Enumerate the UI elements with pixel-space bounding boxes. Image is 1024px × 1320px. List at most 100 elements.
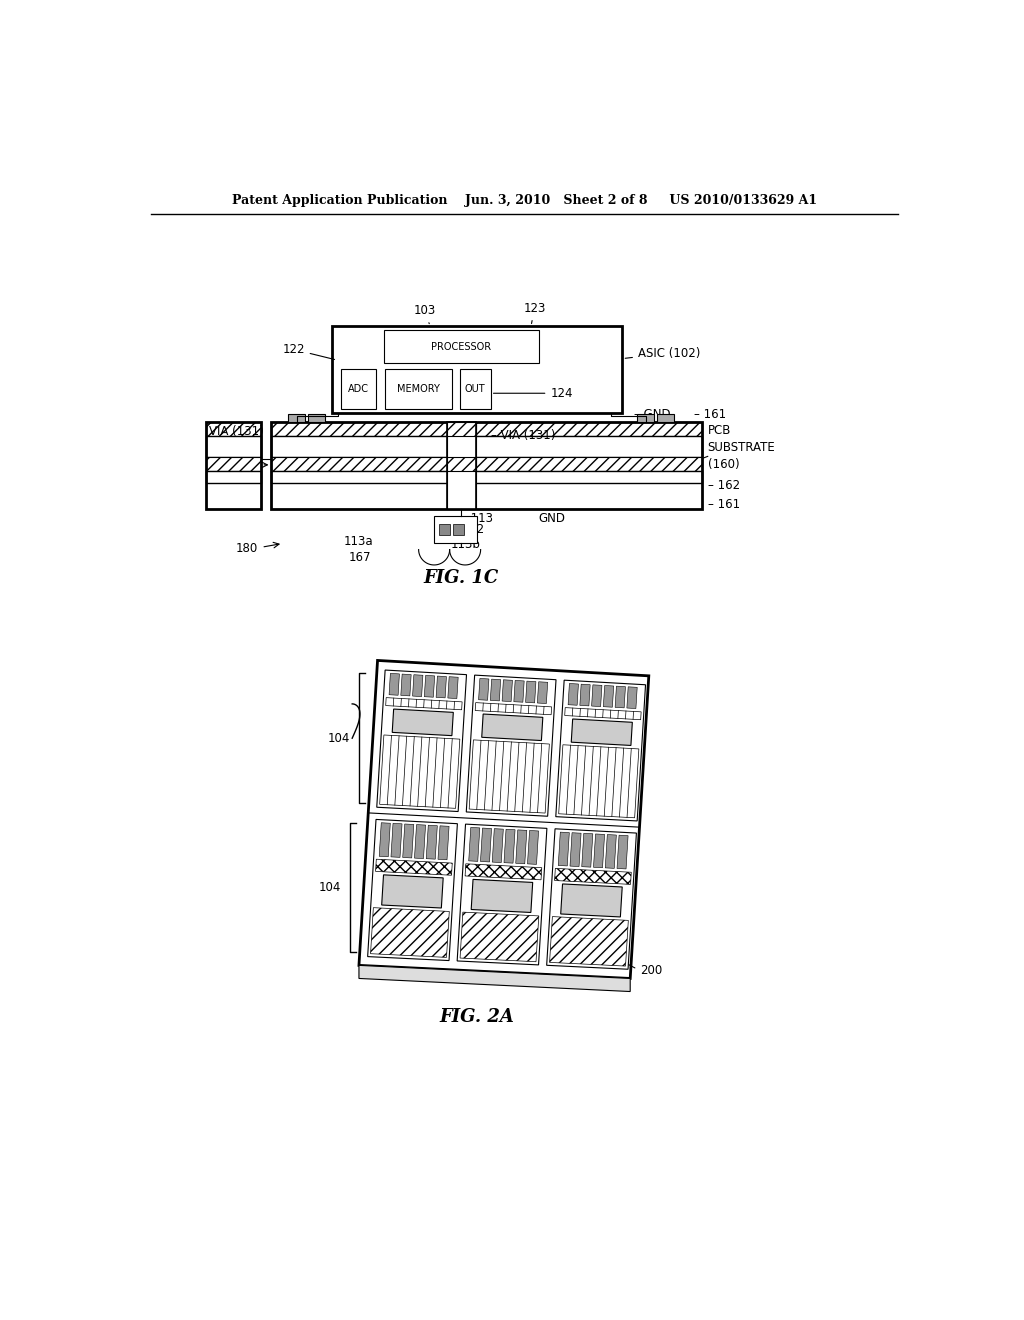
Polygon shape [426,825,437,859]
Polygon shape [466,675,556,816]
Polygon shape [371,908,450,957]
Bar [446,422,476,508]
Text: – VIA (131): – VIA (131) [490,429,555,442]
Polygon shape [556,680,645,821]
Polygon shape [447,677,458,698]
Text: – 113: – 113 [461,512,494,525]
Polygon shape [525,681,536,702]
Polygon shape [469,741,549,813]
Polygon shape [571,719,633,746]
Polygon shape [570,833,581,866]
Text: OUT: OUT [465,384,485,393]
Polygon shape [490,678,501,701]
Polygon shape [471,879,532,912]
Polygon shape [438,826,450,859]
Polygon shape [538,681,548,704]
Text: 104: 104 [318,882,341,894]
Polygon shape [480,828,492,862]
Bar [637,414,654,422]
Polygon shape [359,965,630,991]
Text: Patent Application Publication    Jun. 3, 2010   Sheet 2 of 8     US 2010/013362: Patent Application Publication Jun. 3, 2… [232,194,817,207]
Polygon shape [481,714,543,741]
Bar [308,414,325,422]
Bar [271,436,701,457]
Text: FIG. 2A: FIG. 2A [439,1008,514,1026]
Polygon shape [504,829,515,863]
Text: 180: 180 [236,543,258,556]
Text: – 161: – 161 [693,408,726,421]
Polygon shape [582,833,593,867]
Polygon shape [605,834,616,869]
Polygon shape [424,676,434,697]
Polygon shape [527,830,539,865]
Polygon shape [559,744,639,818]
Bar [341,368,376,409]
Polygon shape [592,685,602,706]
Bar [656,414,674,422]
Polygon shape [402,824,414,858]
Polygon shape [380,735,460,808]
Polygon shape [400,675,412,696]
Bar [453,524,464,535]
Bar [434,516,477,544]
Polygon shape [457,824,547,965]
Polygon shape [615,686,626,708]
Bar [446,422,476,508]
Bar [384,330,539,363]
Text: 123: 123 [523,302,546,323]
Text: – 162: – 162 [708,479,739,492]
Polygon shape [564,708,641,719]
Polygon shape [561,884,623,917]
Text: PROCESSOR: PROCESSOR [431,342,492,351]
Text: – GND: – GND [634,408,671,421]
Text: 113b: 113b [451,539,480,552]
Bar [460,368,490,409]
Polygon shape [379,822,390,857]
Bar [206,422,261,436]
Polygon shape [617,836,628,869]
Polygon shape [547,829,636,969]
Polygon shape [469,828,480,862]
Bar [446,457,476,471]
Polygon shape [475,702,552,714]
Text: 124: 124 [494,387,572,400]
Bar [206,422,261,508]
Text: 167: 167 [349,550,372,564]
Polygon shape [460,912,539,962]
Bar [206,471,261,483]
Bar [385,368,452,409]
Polygon shape [368,820,458,961]
Bar [206,436,261,457]
Text: VIA (131): VIA (131) [209,425,264,438]
Text: – 112: – 112 [452,523,484,536]
Polygon shape [478,678,488,700]
Text: GND: GND [539,512,565,525]
Polygon shape [603,685,613,708]
Polygon shape [465,863,542,880]
Polygon shape [516,830,526,863]
Polygon shape [389,673,399,696]
Polygon shape [594,834,604,867]
Bar [289,414,305,422]
Polygon shape [514,680,524,702]
Bar [446,422,476,436]
Bar [271,457,701,471]
Polygon shape [359,660,649,978]
Polygon shape [558,832,569,866]
Polygon shape [568,684,579,705]
Polygon shape [392,709,454,735]
Bar [438,524,450,535]
Text: 200: 200 [640,964,662,977]
Polygon shape [377,671,467,812]
Text: 104: 104 [328,731,350,744]
Polygon shape [555,869,631,884]
Polygon shape [493,829,504,862]
Polygon shape [413,675,423,697]
Bar [271,422,701,436]
Text: 113a: 113a [343,536,373,548]
Polygon shape [550,916,629,966]
Polygon shape [415,825,426,858]
Bar [271,471,701,483]
Polygon shape [382,875,443,908]
Polygon shape [627,686,637,709]
